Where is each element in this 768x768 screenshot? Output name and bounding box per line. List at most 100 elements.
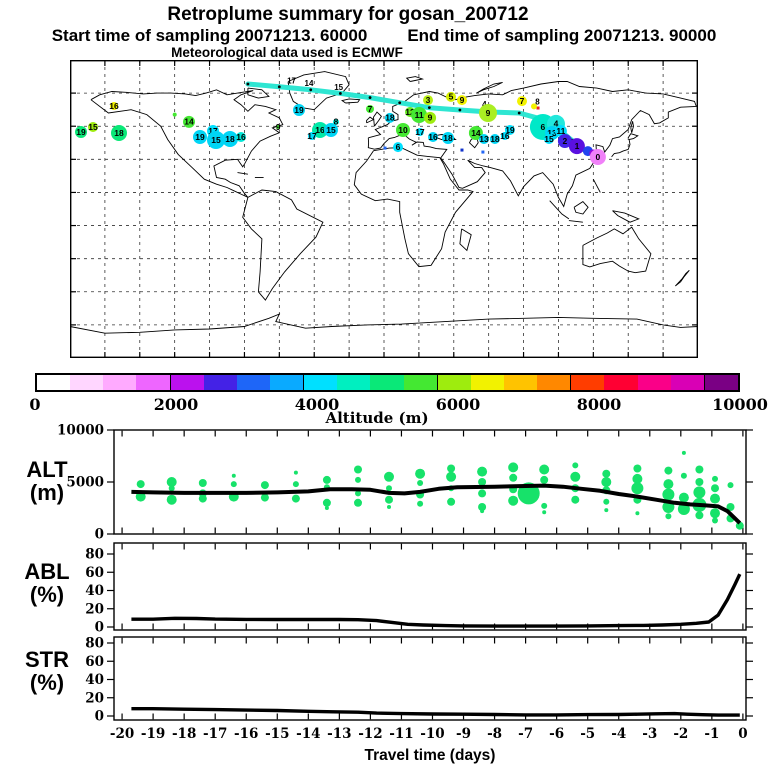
trajectory-vertex-dot [427, 106, 431, 110]
cluster-day-label: 14 [184, 117, 194, 127]
cluster-marker: 16 [312, 122, 328, 138]
alt-cluster-bubble [541, 502, 548, 509]
alt-cluster-bubble [601, 477, 612, 487]
cluster-marker: 19 [504, 125, 515, 135]
world-map-panel: 17 14 15 4 8 19 15 16 18 14 19 17 15 18 16 9 19 16 15 17 8 7… [70, 60, 698, 358]
alt-cluster-bubble [292, 481, 299, 488]
trajectory-day-label: 14 [305, 79, 314, 88]
cluster-day-label: 18 [490, 134, 500, 144]
trajectory-vertex-dot [368, 96, 372, 99]
xtick-label: -11 [389, 726, 413, 742]
colorbar-cell [37, 375, 71, 390]
cluster-marker: 7 [366, 104, 374, 114]
colorbar-cell [169, 375, 204, 390]
alt-cluster-bubble [168, 485, 175, 492]
minor-dot [383, 146, 387, 150]
alt-cluster-bubble [508, 495, 519, 506]
colorbar-cell [370, 375, 404, 390]
abl-ytick-label: 20 [85, 601, 104, 617]
colorbar-cell [236, 375, 270, 390]
alt-cluster-bubble [664, 466, 673, 475]
alt-frame [113, 429, 747, 535]
alt-cluster-bubble [680, 472, 687, 479]
alt-cluster-bubble [726, 503, 735, 511]
cluster-marker: 19 [293, 104, 305, 116]
alt-cluster-bubble [198, 479, 207, 487]
alt-cluster-bubble [447, 464, 456, 473]
cluster-marker: 15 [324, 123, 338, 137]
abl-frame [113, 542, 747, 631]
abl-ytick-label: 0 [95, 620, 104, 636]
alt-cluster-bubble [447, 497, 456, 506]
cluster-marker: 8 [333, 117, 339, 127]
alt-cluster-bubble [478, 503, 487, 511]
trajectory-vertex-dot [338, 92, 342, 95]
cluster-marker: 13 [479, 134, 489, 144]
colorbar-tick-label: 4000 [294, 395, 340, 414]
alt-cluster-bubble [571, 495, 580, 504]
alt-cluster-bubble [633, 464, 642, 473]
str-ytick-label: 20 [85, 690, 104, 706]
cluster-day-label: 19 [505, 125, 515, 135]
cluster-marker: 6 [393, 142, 403, 153]
colorbar-cell [103, 375, 137, 390]
alt-cluster-bubble [136, 480, 145, 489]
cluster-day-label: 6 [541, 122, 546, 132]
cluster-marker: 11 [554, 125, 567, 137]
alt-cluster-bubble [663, 479, 674, 490]
alt-cluster-bubble [509, 473, 518, 482]
colorbar-cell [436, 375, 471, 390]
alt-cluster-bubble [727, 482, 734, 489]
cluster-day-label: 3 [426, 95, 431, 105]
alt-cluster-bubble [695, 511, 704, 520]
minor-dot [536, 106, 540, 110]
xtick-label: -4 [611, 726, 626, 742]
cluster-day-label: 15 [211, 135, 221, 145]
alt-cluster-bubble [602, 469, 611, 478]
alt-cluster-bubble [198, 494, 207, 503]
cluster-day-label: 18 [114, 128, 124, 138]
alt-cluster-bubble [166, 494, 177, 505]
alt-cluster-bubble [478, 478, 487, 486]
cluster-marker: 16 [236, 132, 246, 142]
xtick-label: -14 [296, 726, 320, 742]
cluster-day-label: 13 [547, 128, 557, 138]
abl-ytick-label: 60 [85, 565, 104, 581]
cluster-day-label: 16 [236, 132, 246, 142]
minor-dot [481, 150, 485, 154]
cluster-marker: 16 [500, 131, 510, 141]
cluster-marker [531, 103, 537, 110]
cluster-day-label: 16 [315, 125, 325, 135]
alt-cluster-bubble [570, 471, 581, 482]
travel-time-axis: -20 -19 -18 -17 -16 -15 -14 -13 -12 -11 -10 -9 -8 -7-… [110, 726, 748, 764]
alt-cluster-bubble [417, 500, 424, 507]
alt-cluster-bubble [478, 489, 487, 498]
cluster-day-label: 13 [479, 134, 489, 144]
colorbar-cell [337, 375, 371, 390]
xtick-label: -6 [549, 726, 564, 742]
cluster-day-label: 4 [554, 119, 559, 129]
altitude-colorbar [35, 373, 740, 392]
cluster-day-label: 2 [563, 136, 568, 146]
str-ytick-label: 60 [85, 654, 104, 670]
str-ytick-label: 40 [85, 672, 104, 688]
map-gridlines [70, 60, 698, 358]
trajectory-vertex-dot [398, 101, 402, 105]
met-data-label: Meteorological data used is ECMWF [171, 45, 403, 60]
cluster-day-label: 10 [398, 125, 408, 135]
alt-cluster-bubble [260, 493, 269, 502]
colorbar-tick-label: 6000 [435, 395, 481, 414]
alt-cluster-bubble [446, 471, 457, 482]
cluster-day-label: 8 [334, 117, 339, 127]
alt-cluster-bubble [354, 465, 362, 474]
cluster-marker: 14 [468, 126, 483, 140]
str-panel: 0 20 40 60 80 [85, 636, 753, 725]
page-title: Retroplume summary for gosan_200712 [167, 4, 529, 25]
str-frame [113, 636, 747, 721]
cluster-day-label: 15 [88, 122, 98, 132]
cluster-marker: 15 [544, 134, 554, 144]
cluster-day-label: 16 [500, 131, 510, 141]
cluster-marker [172, 112, 177, 117]
alt-cluster-bubble [322, 498, 331, 507]
